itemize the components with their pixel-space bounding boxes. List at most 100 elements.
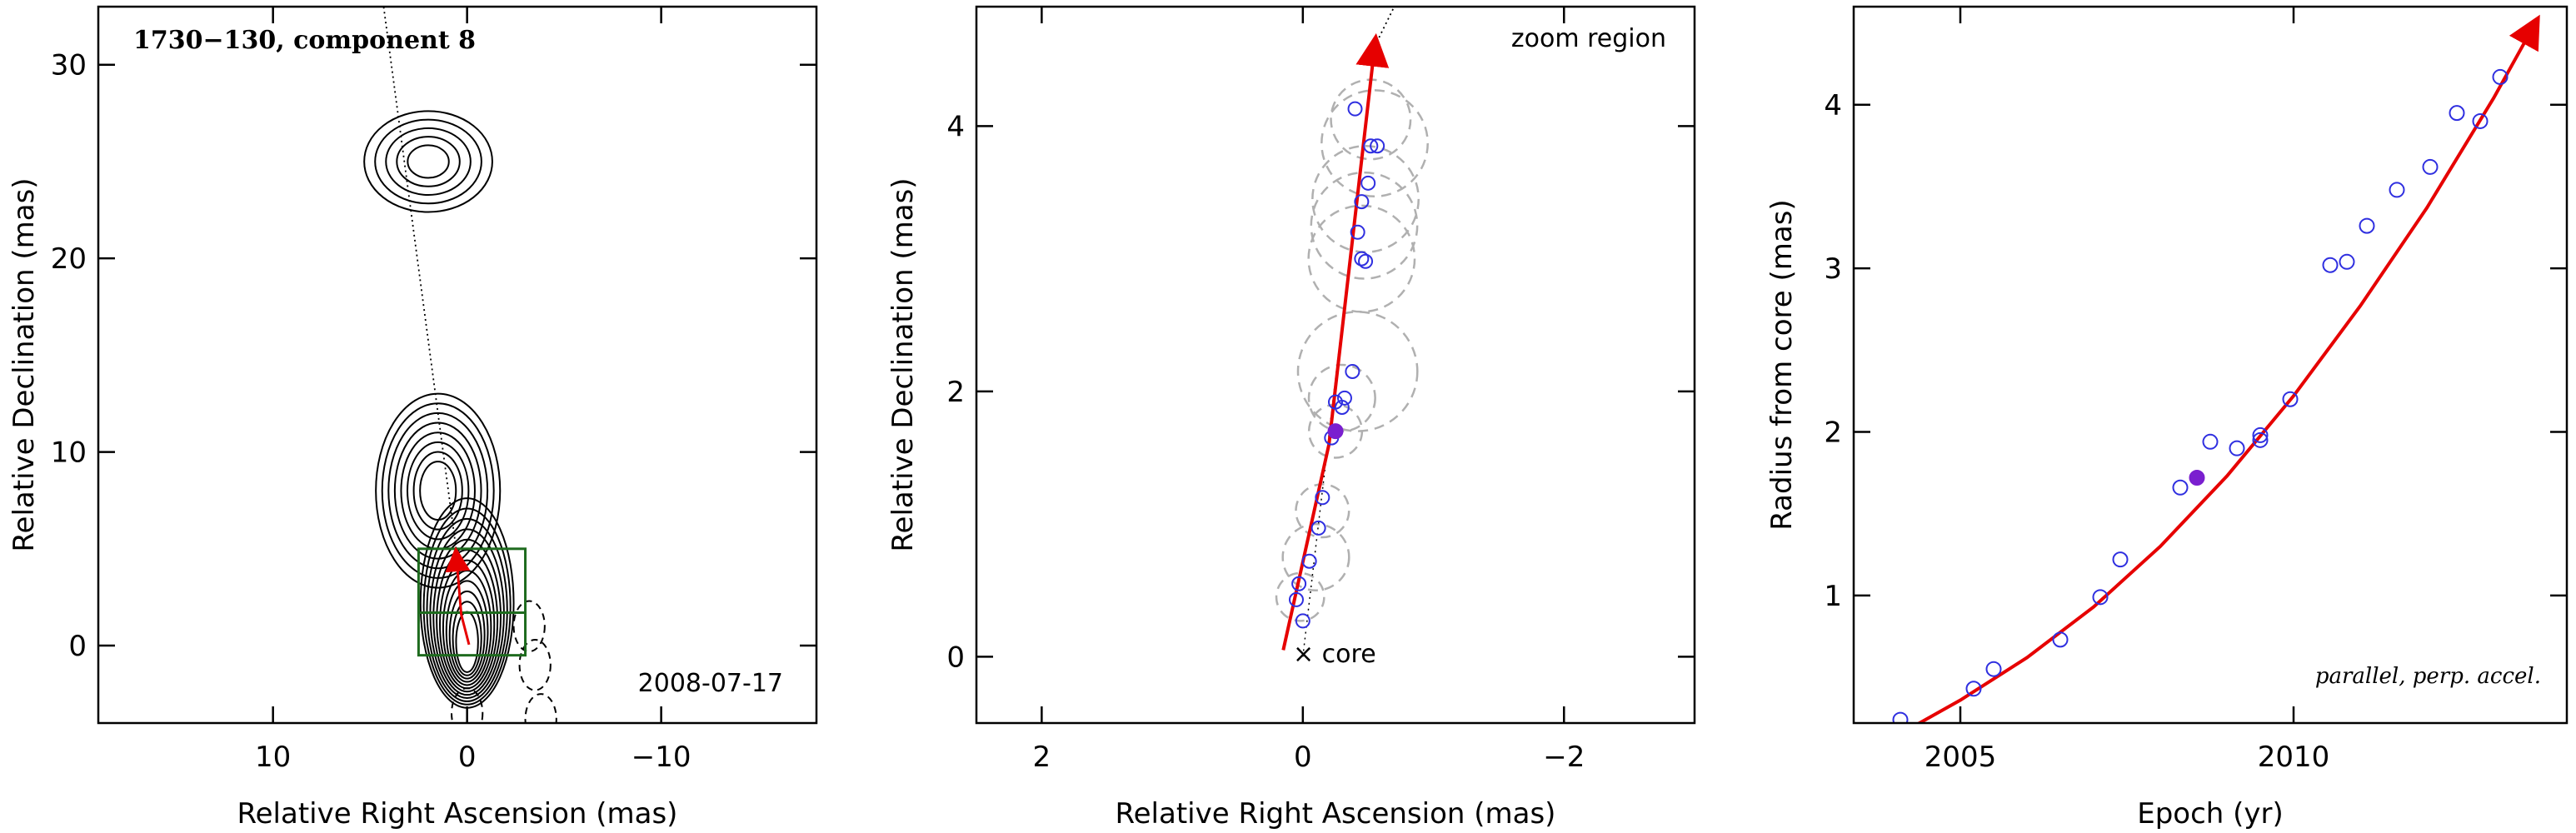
jet-contour <box>393 421 482 560</box>
data-point <box>2322 257 2339 273</box>
trajectory-extension <box>382 7 458 559</box>
data-point <box>1347 101 1363 117</box>
panel-2-annotation: zoom region <box>1511 24 1666 53</box>
uncertainty-circle <box>1296 311 1419 432</box>
data-point <box>1334 399 1350 415</box>
panel-1-x-axis-title: Relative Right Ascension (mas) <box>237 797 678 831</box>
data-point <box>1291 576 1307 591</box>
panel-3-x-axis-title: Epoch (yr) <box>2137 797 2284 831</box>
data-point <box>1301 553 1317 569</box>
fit-line-extension <box>1374 7 1395 47</box>
data-point <box>2252 426 2269 443</box>
fit-line <box>1281 32 1390 651</box>
y-tick-label: 2 <box>946 376 965 409</box>
uncertainty-circle <box>1307 363 1376 432</box>
lobe-contour <box>396 136 461 187</box>
data-point <box>2359 217 2375 234</box>
data-point <box>1315 490 1330 506</box>
uncertainty-circle <box>1310 171 1419 280</box>
jet-contour <box>407 441 470 541</box>
core-contour <box>448 590 486 680</box>
panel-contour-map: 10 0 −10 0 10 20 30 1730−130, component 8 2008… <box>7 5 818 831</box>
data-point <box>2389 182 2405 198</box>
core-contour <box>426 517 508 702</box>
data-point <box>2172 479 2189 496</box>
y-tick-label: 2 <box>1824 416 1842 450</box>
zoom-box <box>417 547 527 657</box>
data-point <box>2052 631 2069 648</box>
negative-contour <box>451 687 484 723</box>
negative-contour <box>518 638 552 691</box>
data-point <box>2112 551 2129 568</box>
y-tick-label: 3 <box>1824 252 1842 286</box>
core-contour <box>439 559 496 690</box>
x-tick-label: −2 <box>1543 741 1585 774</box>
data-point <box>2202 433 2219 450</box>
data-point <box>2449 105 2465 122</box>
data-point <box>1358 253 1374 269</box>
data-point <box>1354 251 1370 267</box>
data-point <box>2492 68 2509 85</box>
highlight-point <box>2189 469 2205 486</box>
lobe-contour <box>374 118 482 205</box>
x-tick-label: 0 <box>1294 741 1312 774</box>
panel-1-frame <box>97 5 818 725</box>
core-contour <box>445 580 489 683</box>
data-point <box>2472 112 2489 129</box>
y-tick-label: 10 <box>51 436 87 470</box>
data-point <box>1892 711 1909 723</box>
y-tick-label: 30 <box>51 49 87 82</box>
panel-1-y-axis-title: Relative Declination (mas) <box>7 177 41 551</box>
data-point <box>1370 138 1385 154</box>
x-tick-label: −10 <box>632 741 691 774</box>
lobe-contour <box>407 144 450 179</box>
data-point <box>1345 363 1360 379</box>
data-point <box>1965 681 1982 697</box>
data-point <box>1336 390 1352 406</box>
uncertainty-circle <box>1281 522 1350 591</box>
x-tick-label: 2010 <box>2258 741 2330 774</box>
panel-2-y-axis-title: Relative Declination (mas) <box>886 177 920 551</box>
data-point <box>2252 431 2269 448</box>
jet-contour <box>419 461 457 521</box>
data-point <box>1350 224 1365 240</box>
lobe-contour <box>363 110 493 213</box>
x-tick-label: 2 <box>1033 741 1051 774</box>
negative-contour <box>524 693 557 723</box>
panel-1-axes: 10 0 −10 0 10 20 30 <box>51 7 816 774</box>
panel-3-annotation: parallel, perp. accel. <box>2315 664 2541 689</box>
x-tick-label: 2005 <box>1925 741 1997 774</box>
data-point <box>2282 391 2299 407</box>
x-tick-label: 0 <box>458 741 477 774</box>
uncertainty-circle <box>1295 483 1350 539</box>
jet-contour <box>381 402 495 579</box>
core-label: × core <box>1293 640 1376 669</box>
jet-contour <box>400 431 476 550</box>
data-point <box>2339 253 2355 270</box>
panel-2-x-axis-title: Relative Right Ascension (mas) <box>1116 797 1556 831</box>
jet-contour <box>387 412 489 570</box>
highlight-point <box>1327 423 1344 440</box>
fit-curve <box>1915 14 2540 723</box>
y-tick-label: 4 <box>1824 89 1842 122</box>
panel-1-annotation-date: 2008-07-17 <box>638 669 783 698</box>
panel-3-axes: 2005 2010 1 2 3 4 <box>1824 7 2567 774</box>
panel-3-y-axis-title: Radius from core (mas) <box>1765 199 1799 530</box>
jet-contour <box>375 392 502 589</box>
uncertainty-circle <box>1307 204 1416 313</box>
y-tick-label: 0 <box>946 641 965 674</box>
zoom-plot-area <box>1275 7 1429 657</box>
y-tick-label: 1 <box>1824 580 1842 613</box>
panel-zoom-region: 2 0 −2 0 2 4 zoom region × core Relative Righ… <box>886 5 1696 831</box>
jet-contour <box>412 451 463 531</box>
trajectory-line <box>445 546 471 646</box>
data-point <box>1310 520 1326 536</box>
uncertainty-circle <box>1320 89 1429 197</box>
contour-plot-area <box>363 7 557 723</box>
y-tick-label: 0 <box>68 630 87 663</box>
y-tick-label: 20 <box>51 242 87 276</box>
radius-plot-area <box>1892 14 2540 723</box>
data-point <box>1295 613 1310 629</box>
data-point <box>1354 194 1370 210</box>
